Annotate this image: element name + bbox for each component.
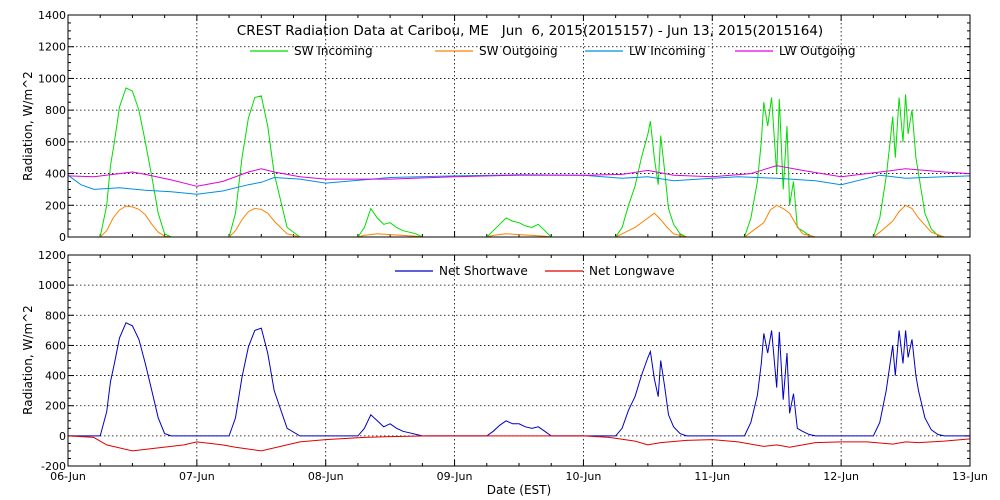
lower-y-axis-label: Radiation, W/m^2 <box>21 305 35 415</box>
upper-y-axis-label: Radiation, W/m^2 <box>21 71 35 181</box>
series-line-net-shortwave <box>68 322 970 437</box>
y-tick-label: -200 <box>41 460 66 473</box>
y-tick-label: 1000 <box>38 72 66 85</box>
y-tick-label: 1200 <box>38 41 66 54</box>
legend-label: LW Incoming <box>629 44 706 58</box>
x-tick-label: 07-Jun <box>179 470 215 483</box>
series-line-sw-outgoing <box>68 204 970 238</box>
legend-label: SW Incoming <box>294 44 373 58</box>
series-line-sw-incoming <box>68 87 970 238</box>
y-tick-label: 0 <box>59 231 66 244</box>
y-tick-label: 0 <box>59 430 66 443</box>
y-tick-label: 800 <box>45 309 66 322</box>
legend-label: Net Shortwave <box>439 264 528 278</box>
x-tick-label: 08-Jun <box>308 470 344 483</box>
series-line-net-longwave <box>67 435 971 452</box>
series-line-lw-outgoing <box>67 165 971 187</box>
y-tick-label: 800 <box>45 104 66 117</box>
y-tick-label: 600 <box>45 136 66 149</box>
legend-label: Net Longwave <box>589 264 675 278</box>
lower-panel: -200 0 200 400 600 800 1000 1200 06-Jun 07-Jun 08… <box>21 249 988 497</box>
upper-plot-frame <box>67 14 971 238</box>
y-tick-label: 400 <box>45 370 66 383</box>
y-tick-label: 1200 <box>38 249 66 262</box>
legend-label: LW Outgoing <box>779 44 856 58</box>
y-tick-label: 400 <box>45 168 66 181</box>
x-tick-label: 13-Jun <box>952 470 988 483</box>
y-tick-label: 200 <box>45 400 66 413</box>
x-tick-label: 10-Jun <box>566 470 602 483</box>
y-tick-label: 200 <box>45 199 66 212</box>
x-tick-label: 11-Jun <box>694 470 730 483</box>
series-line-lw-incoming <box>67 174 971 195</box>
y-tick-label: 600 <box>45 339 66 352</box>
chart-title: CREST Radiation Data at Caribou, ME Jun … <box>237 23 823 39</box>
y-tick-label: 1000 <box>38 279 66 292</box>
legend-label: SW Outgoing <box>479 44 558 58</box>
x-tick-label: 12-Jun <box>823 470 859 483</box>
x-tick-label: 06-Jun <box>50 470 86 483</box>
upper-panel: 0 200 400 600 800 1000 1200 1400 Radiation, W/m… <box>21 9 971 244</box>
x-tick-label: 09-Jun <box>437 470 473 483</box>
x-axis-label: Date (EST) <box>487 483 551 497</box>
y-tick-label: 1400 <box>38 9 66 22</box>
lower-plot-frame <box>67 254 971 467</box>
